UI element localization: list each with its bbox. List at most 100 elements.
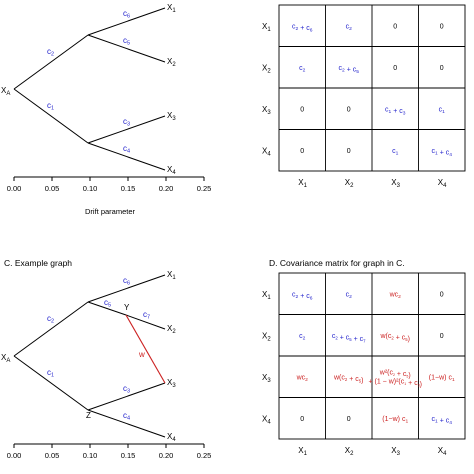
matrix-cell: c2 bbox=[299, 65, 306, 74]
matrix-cell: c1 + c3 bbox=[385, 106, 406, 116]
matrix-b-col-labels: X1 X2 X3 X4 bbox=[298, 178, 447, 189]
panel-d-title: D. Covariance matrix for graph in C. bbox=[269, 258, 405, 268]
edge-c-label-c6: c6 bbox=[123, 276, 130, 287]
leaf-x1: X1 bbox=[167, 3, 176, 14]
matrix-col-label: X4 bbox=[438, 446, 447, 457]
matrix-cell: 0 bbox=[347, 106, 351, 113]
edge-root-upper bbox=[13, 34, 89, 90]
matrix-b-cells: c2 + c6 c2 0 0 c2 c2 + c5 0 0 0 0 c1 + c3 c1 0 0 c1 c1 … bbox=[292, 23, 452, 158]
matrix-row-label: X1 bbox=[262, 22, 271, 33]
matrix-col-label: X3 bbox=[391, 178, 400, 189]
matrix-col-label: X2 bbox=[345, 446, 354, 457]
axis-tick-label: 0.10 bbox=[83, 184, 98, 193]
edge-c-root-upper bbox=[13, 301, 89, 357]
edge-c-label-c4: c4 bbox=[123, 411, 130, 422]
matrix-cell: 0 bbox=[440, 291, 444, 298]
matrix-cell: 0 bbox=[300, 148, 304, 155]
panel-b-matrix: c2 + c6 c2 0 0 c2 c2 + c5 0 0 0 0 c1 + c3 c1 0 0 c1 c1 … bbox=[262, 4, 466, 189]
matrix-cell: c2 + c6 bbox=[292, 23, 313, 33]
matrix-cell: c2 + c5 + c7 bbox=[332, 333, 366, 344]
matrix-cell: (1−w) c1 bbox=[382, 416, 408, 425]
matrix-cell: c2 bbox=[346, 23, 353, 32]
matrix-d-row-labels: X1 X2 X3 X4 bbox=[262, 290, 271, 426]
node-y-label: Y bbox=[124, 303, 130, 312]
axis-tick-label: 0.20 bbox=[159, 184, 174, 193]
edge-label-c3: c3 bbox=[123, 117, 130, 128]
axis-tick-label: 0.00 bbox=[7, 451, 22, 460]
matrix-cell: c1 + c4 bbox=[432, 416, 453, 426]
edge-c-label-c3: c3 bbox=[123, 384, 130, 395]
admixture-edge-w bbox=[125, 314, 166, 384]
matrix-d-col-labels: X1 X2 X3 X4 bbox=[298, 446, 447, 457]
edge-c-x2 bbox=[125, 314, 166, 330]
edge-c-label-c2: c2 bbox=[47, 314, 54, 325]
axis-tick-label: 0.15 bbox=[121, 184, 136, 193]
matrix-cell: wc2 bbox=[389, 291, 402, 300]
edge-c-to-y bbox=[87, 301, 127, 316]
matrix-cell: 0 bbox=[393, 65, 397, 72]
matrix-row-label: X2 bbox=[262, 63, 271, 74]
axis-tick-label: 0.15 bbox=[121, 451, 136, 460]
matrix-cell: w(c2 + c5) bbox=[333, 374, 364, 384]
axis-tick-label: 0.05 bbox=[45, 184, 60, 193]
edge-label-c1: c1 bbox=[47, 101, 54, 112]
w-label: w bbox=[138, 350, 145, 359]
leaf-c-x2: X2 bbox=[167, 324, 176, 335]
leaf-x3: X3 bbox=[167, 111, 176, 122]
edge-x1 bbox=[87, 7, 166, 36]
edge-c-x4 bbox=[87, 409, 166, 438]
panel-c-graph: C. Example graph XA X1 X2 X3 X4 Y Z w c2… bbox=[1, 258, 211, 460]
matrix-cell: (1−w) c1 bbox=[429, 374, 455, 383]
root-label: XA bbox=[1, 86, 10, 97]
matrix-row-label: X3 bbox=[262, 105, 271, 116]
axis-tick-label: 0.00 bbox=[7, 184, 22, 193]
edge-c-root-lower bbox=[13, 355, 89, 411]
matrix-cell: 0 bbox=[440, 23, 444, 30]
matrix-cell: c2 + c6 bbox=[292, 291, 313, 301]
edge-c-x3 bbox=[87, 382, 166, 411]
matrix-cell: 0 bbox=[393, 23, 397, 30]
matrix-row-label: X4 bbox=[262, 414, 271, 425]
panel-a-tree: XA X1 X2 X3 X4 c2 c1 c6 c5 c3 c4 0.00 0.0… bbox=[1, 3, 211, 216]
leaf-c-x4: X4 bbox=[167, 432, 176, 443]
matrix-cell: c2 bbox=[299, 333, 306, 342]
edge-label-c5: c5 bbox=[123, 36, 130, 47]
leaf-x2: X2 bbox=[167, 57, 176, 68]
matrix-cell: w(c2 + c5) bbox=[380, 333, 411, 343]
axis-c-ticks: 0.00 0.05 0.10 0.15 0.20 0.25 bbox=[7, 444, 211, 460]
edge-label-c6: c6 bbox=[123, 9, 130, 20]
matrix-col-label: X2 bbox=[345, 178, 354, 189]
matrix-cell: c1 + c4 bbox=[432, 148, 453, 158]
matrix-d-cells: c2 + c6 c2 wc2 0 c2 c2 + c5 + c7 w(c2 + c5) 0 wc… bbox=[292, 291, 455, 426]
leaf-x4: X4 bbox=[167, 165, 176, 176]
edge-c-x1 bbox=[87, 274, 166, 303]
leaf-c-x3: X3 bbox=[167, 378, 176, 389]
edge-x3 bbox=[87, 115, 166, 144]
matrix-cell: w²(c2 + c5) bbox=[379, 369, 411, 379]
matrix-cell: 0 bbox=[440, 333, 444, 340]
axis-tick-label: 0.10 bbox=[83, 451, 98, 460]
edge-c-label-c7: c7 bbox=[143, 310, 150, 321]
matrix-cell: 0 bbox=[440, 65, 444, 72]
axis-a-title: Drift parameter bbox=[85, 207, 136, 216]
matrix-cell: c1 bbox=[439, 106, 446, 115]
axis-tick-label: 0.05 bbox=[45, 451, 60, 460]
matrix-col-label: X1 bbox=[298, 178, 307, 189]
edge-c-label-c1: c1 bbox=[47, 368, 54, 379]
matrix-col-label: X3 bbox=[391, 446, 400, 457]
matrix-cell: c2 + c5 bbox=[339, 65, 360, 75]
matrix-cell: 0 bbox=[300, 416, 304, 423]
matrix-row-label: X3 bbox=[262, 373, 271, 384]
edge-x4 bbox=[87, 142, 166, 171]
edge-label-c2: c2 bbox=[47, 47, 54, 58]
leaf-c-x1: X1 bbox=[167, 270, 176, 281]
matrix-b-row-labels: X1 X2 X3 X4 bbox=[262, 22, 271, 158]
root-c-label: XA bbox=[1, 353, 10, 364]
matrix-row-label: X1 bbox=[262, 290, 271, 301]
matrix-col-label: X4 bbox=[438, 178, 447, 189]
edge-c-label-c5: c5 bbox=[104, 298, 111, 309]
axis-a-ticks: 0.00 0.05 0.10 0.15 0.20 0.25 bbox=[7, 177, 211, 193]
matrix-cell: + (1 − w)²(c1 + c3) bbox=[368, 378, 422, 388]
matrix-col-label: X1 bbox=[298, 446, 307, 457]
